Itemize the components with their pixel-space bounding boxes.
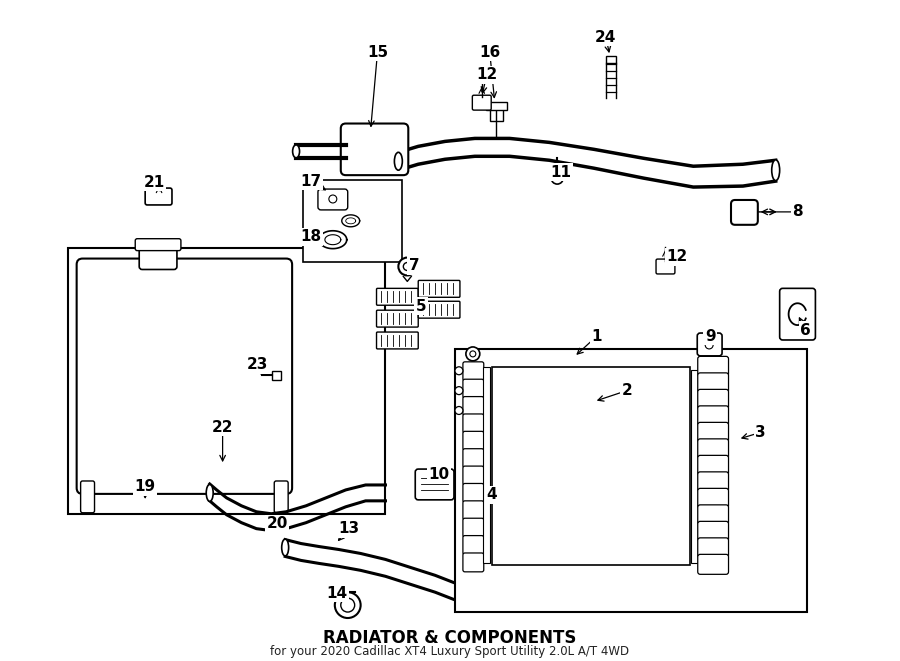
Text: 12: 12 xyxy=(476,67,498,83)
FancyBboxPatch shape xyxy=(463,518,484,537)
Circle shape xyxy=(466,347,480,361)
Text: 7: 7 xyxy=(409,258,419,273)
FancyBboxPatch shape xyxy=(463,449,484,467)
FancyBboxPatch shape xyxy=(135,239,181,251)
FancyBboxPatch shape xyxy=(463,414,484,433)
Circle shape xyxy=(341,598,355,612)
Circle shape xyxy=(403,262,411,270)
Circle shape xyxy=(552,172,563,184)
Circle shape xyxy=(455,387,463,395)
Text: 22: 22 xyxy=(212,420,233,435)
Text: 19: 19 xyxy=(135,479,156,494)
FancyBboxPatch shape xyxy=(731,200,758,225)
Text: 1: 1 xyxy=(591,329,602,344)
Text: 24: 24 xyxy=(595,30,616,45)
Text: 17: 17 xyxy=(301,174,321,188)
FancyBboxPatch shape xyxy=(376,332,418,349)
FancyBboxPatch shape xyxy=(698,406,728,426)
FancyBboxPatch shape xyxy=(463,501,484,520)
Circle shape xyxy=(455,367,463,375)
Text: 23: 23 xyxy=(247,358,268,372)
FancyBboxPatch shape xyxy=(76,258,292,494)
Text: 15: 15 xyxy=(367,44,388,59)
FancyBboxPatch shape xyxy=(140,242,177,270)
Circle shape xyxy=(706,341,713,349)
FancyBboxPatch shape xyxy=(698,538,728,558)
FancyBboxPatch shape xyxy=(341,124,409,175)
Text: 13: 13 xyxy=(338,521,359,536)
Text: 21: 21 xyxy=(143,175,165,190)
Text: 12: 12 xyxy=(667,249,688,264)
Text: 14: 14 xyxy=(326,586,347,601)
Bar xyxy=(691,369,698,563)
Bar xyxy=(486,102,507,110)
Ellipse shape xyxy=(394,152,402,170)
Circle shape xyxy=(328,195,337,203)
FancyBboxPatch shape xyxy=(656,259,675,274)
FancyBboxPatch shape xyxy=(376,310,418,327)
FancyBboxPatch shape xyxy=(274,481,288,513)
FancyBboxPatch shape xyxy=(698,333,722,356)
FancyBboxPatch shape xyxy=(376,288,418,305)
Text: RADIATOR & COMPONENTS: RADIATOR & COMPONENTS xyxy=(323,629,577,647)
FancyBboxPatch shape xyxy=(463,432,484,450)
Bar xyxy=(482,367,490,563)
FancyBboxPatch shape xyxy=(698,356,728,376)
Bar xyxy=(490,106,502,120)
Circle shape xyxy=(470,351,476,357)
FancyBboxPatch shape xyxy=(698,488,728,508)
FancyBboxPatch shape xyxy=(698,522,728,541)
FancyBboxPatch shape xyxy=(81,481,94,513)
FancyBboxPatch shape xyxy=(145,188,172,205)
FancyBboxPatch shape xyxy=(463,397,484,416)
FancyBboxPatch shape xyxy=(698,373,728,393)
Text: 4: 4 xyxy=(486,487,497,502)
FancyBboxPatch shape xyxy=(463,483,484,502)
Bar xyxy=(68,248,385,514)
Bar xyxy=(455,349,807,612)
Text: 20: 20 xyxy=(266,516,288,531)
FancyBboxPatch shape xyxy=(698,455,728,475)
Ellipse shape xyxy=(282,539,289,556)
Bar xyxy=(273,371,281,379)
FancyBboxPatch shape xyxy=(318,189,347,210)
FancyBboxPatch shape xyxy=(463,553,484,572)
Bar xyxy=(606,56,616,63)
FancyBboxPatch shape xyxy=(463,466,484,485)
FancyBboxPatch shape xyxy=(698,505,728,525)
FancyBboxPatch shape xyxy=(472,95,491,110)
FancyBboxPatch shape xyxy=(698,555,728,574)
Ellipse shape xyxy=(292,145,300,158)
Text: 8: 8 xyxy=(792,204,803,219)
Text: 11: 11 xyxy=(551,165,572,180)
Ellipse shape xyxy=(206,485,213,501)
Circle shape xyxy=(276,520,286,529)
Text: 5: 5 xyxy=(416,299,427,314)
Text: 18: 18 xyxy=(301,229,321,244)
FancyBboxPatch shape xyxy=(698,389,728,409)
Bar xyxy=(303,180,402,262)
FancyBboxPatch shape xyxy=(415,469,454,500)
Circle shape xyxy=(335,592,361,618)
Text: 3: 3 xyxy=(755,425,766,440)
FancyBboxPatch shape xyxy=(698,439,728,459)
FancyBboxPatch shape xyxy=(698,472,728,492)
Text: 6: 6 xyxy=(800,323,811,338)
Ellipse shape xyxy=(771,160,779,180)
FancyBboxPatch shape xyxy=(463,362,484,381)
Text: for your 2020 Cadillac XT4 Luxury Sport Utility 2.0L A/T 4WD: for your 2020 Cadillac XT4 Luxury Sport … xyxy=(270,645,630,658)
Circle shape xyxy=(455,407,463,414)
FancyBboxPatch shape xyxy=(418,301,460,318)
FancyBboxPatch shape xyxy=(418,280,460,297)
FancyBboxPatch shape xyxy=(698,422,728,442)
Circle shape xyxy=(399,258,416,276)
Bar xyxy=(491,367,690,565)
FancyBboxPatch shape xyxy=(463,379,484,398)
FancyBboxPatch shape xyxy=(463,535,484,555)
Text: 10: 10 xyxy=(428,467,450,481)
Text: 2: 2 xyxy=(621,383,632,398)
FancyBboxPatch shape xyxy=(779,288,815,340)
Text: 16: 16 xyxy=(479,44,500,59)
Text: 9: 9 xyxy=(705,329,716,344)
